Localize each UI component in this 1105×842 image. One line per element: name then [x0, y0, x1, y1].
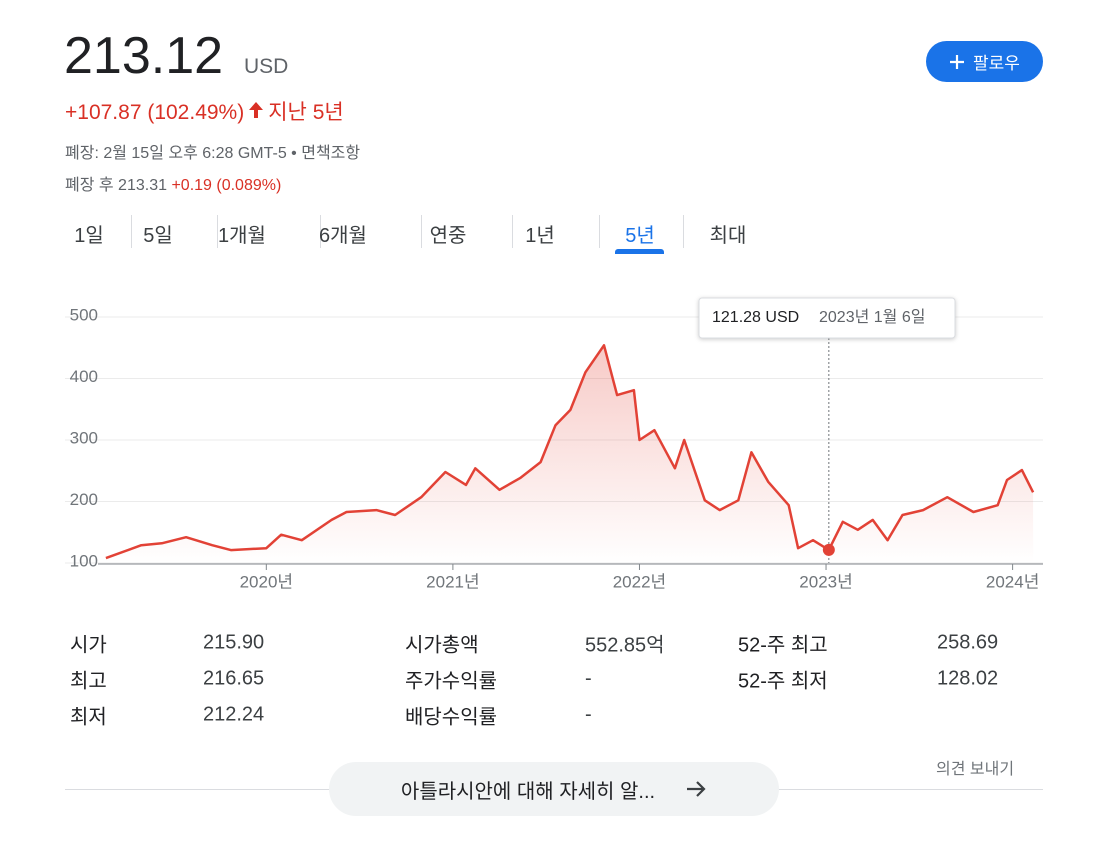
- stat-value: 215.90: [203, 631, 265, 654]
- stat-label: 52-주 최저: [738, 670, 828, 693]
- currency: USD: [244, 55, 289, 78]
- active-underline: [615, 249, 664, 254]
- stat-label: 시가: [70, 634, 107, 657]
- after-hours-price: 폐장 후 213.31: [65, 177, 167, 194]
- y-tick-label: 400: [70, 367, 98, 386]
- x-tick-label: 2021년: [426, 572, 479, 591]
- tab[interactable]: 1일: [74, 225, 104, 247]
- stat-value: -: [585, 667, 592, 690]
- x-tick-label: 2022년: [613, 572, 666, 591]
- tooltip-box: [698, 297, 956, 339]
- tab[interactable]: 연중: [429, 225, 467, 247]
- feedback-link[interactable]: 의견 보내기: [936, 761, 1015, 778]
- price: 213.12: [64, 27, 224, 85]
- tab[interactable]: 1개월: [218, 225, 266, 247]
- hover-point: [822, 543, 835, 556]
- stat-label: 시가총액: [405, 634, 479, 657]
- change: +107.87 (102.49%) 지난 5년: [65, 96, 344, 126]
- plus-icon: [950, 54, 965, 69]
- arrow-icon: [687, 781, 706, 797]
- stat-label: 배당수익률: [405, 706, 497, 729]
- tab[interactable]: 5년: [625, 225, 655, 247]
- more-label: 아틀라시안에 대해 자세히 알...: [400, 780, 656, 803]
- y-tick-label: 100: [70, 551, 98, 570]
- tab-separator: [320, 215, 321, 248]
- stat-value: 552.85억: [585, 634, 665, 657]
- period: 지난 5년: [268, 101, 344, 124]
- stat-label: 최고: [70, 670, 107, 693]
- price-line: [105, 344, 1035, 560]
- tab-separator: [599, 215, 600, 248]
- y-tick-label: 300: [70, 428, 98, 447]
- x-tick-label: 2023년: [799, 572, 852, 591]
- x-tick-label: 2024년: [986, 572, 1039, 591]
- tab-separator: [421, 215, 422, 248]
- up-arrow: [248, 101, 264, 125]
- stat-value: 212.24: [203, 703, 265, 726]
- stat-label: 최저: [70, 706, 107, 729]
- stat-value: -: [585, 703, 592, 726]
- tooltip-date: 2023년 1월 6일: [819, 308, 925, 326]
- y-tick-label: 200: [70, 490, 98, 509]
- after-hours-change: +0.19 (0.089%): [171, 177, 282, 194]
- area: [105, 345, 1034, 563]
- stat-label: 52-주 최고: [738, 634, 828, 657]
- stat-label: 주가수익률: [405, 670, 497, 693]
- tooltip-value: 121.28 USD: [712, 309, 799, 326]
- tab[interactable]: 5일: [143, 225, 173, 247]
- disclaimer-link[interactable]: 면책조항: [301, 145, 361, 162]
- stat-value: 216.65: [203, 667, 265, 690]
- chart: 100 200 300 400 500 2020년 2021년 2022년 2023년 2024년…: [65, 297, 1043, 591]
- more-button[interactable]: 아틀라시안에 대해 자세히 알...: [329, 762, 779, 816]
- tab-separator: [512, 215, 513, 248]
- tab-separator: [683, 215, 684, 248]
- closed-text: 폐장: 2월 15일 오후 6:28 GMT-5 •: [65, 145, 302, 162]
- tab-separator: [217, 215, 218, 248]
- y-tick-label: 500: [70, 305, 98, 324]
- follow-label: 팔로우: [973, 54, 1020, 73]
- tab[interactable]: 최대: [709, 225, 747, 247]
- tab[interactable]: 1년: [525, 225, 555, 247]
- tab[interactable]: 6개월: [319, 225, 367, 247]
- x-tick-label: 2020년: [240, 572, 293, 591]
- follow-button[interactable]: 팔로우: [926, 41, 1043, 82]
- stat-value: 128.02: [937, 667, 999, 690]
- after-hours: 폐장 후 213.31 +0.19 (0.089%): [65, 171, 281, 195]
- change-value: +107.87 (102.49%): [65, 101, 245, 124]
- tab-separator: [131, 215, 132, 248]
- closed-info: 폐장: 2월 15일 오후 6:28 GMT-5 • 면책조항: [65, 139, 360, 163]
- stat-value: 258.69: [937, 631, 999, 654]
